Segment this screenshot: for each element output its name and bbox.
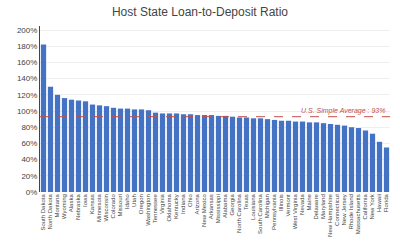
svg-text:120%: 120%	[17, 91, 37, 100]
svg-text:Nevada: Nevada	[299, 194, 305, 215]
svg-text:20%: 20%	[21, 172, 37, 181]
svg-text:Connecticut: Connecticut	[334, 194, 340, 226]
svg-text:80%: 80%	[21, 123, 37, 132]
svg-text:Host State Loan-to-Deposit Rat: Host State Loan-to-Deposit Ratio	[112, 5, 288, 19]
svg-text:South Carolina: South Carolina	[257, 194, 263, 234]
svg-text:Tennessee: Tennessee	[152, 194, 158, 224]
svg-text:200%: 200%	[17, 26, 37, 35]
svg-text:Delaware: Delaware	[313, 194, 319, 220]
svg-text:Oregon: Oregon	[138, 194, 144, 214]
svg-text:Arkansas: Arkansas	[208, 194, 214, 219]
svg-text:Colorado: Colorado	[110, 194, 116, 219]
svg-text:Maine: Maine	[306, 194, 312, 211]
svg-text:Illinois: Illinois	[278, 194, 284, 211]
svg-text:Ohio: Ohio	[187, 194, 193, 207]
svg-text:Kentucky: Kentucky	[173, 194, 179, 219]
svg-text:New York: New York	[369, 193, 375, 219]
svg-text:California: California	[362, 194, 368, 220]
svg-text:Utah: Utah	[131, 194, 137, 207]
svg-text:Indiana: Indiana	[180, 194, 186, 214]
svg-text:Hawaii: Hawaii	[376, 194, 382, 212]
svg-text:Iowa: Iowa	[82, 194, 88, 207]
svg-text:0%: 0%	[26, 188, 38, 197]
svg-text:New Jersey: New Jersey	[341, 194, 347, 225]
svg-text:New Hampshire: New Hampshire	[327, 194, 333, 237]
svg-text:Idaho: Idaho	[124, 194, 130, 210]
svg-text:Washington: Washington	[145, 194, 151, 225]
svg-text:Rhode Island: Rhode Island	[348, 194, 354, 229]
svg-text:Pennsylvania: Pennsylvania	[271, 194, 277, 230]
svg-text:U.S. Simple Average : 93%: U.S. Simple Average : 93%	[301, 107, 385, 115]
svg-text:40%: 40%	[21, 155, 37, 164]
svg-text:Massachusetts: Massachusetts	[355, 194, 361, 234]
svg-text:Wyoming: Wyoming	[61, 194, 67, 219]
svg-text:Wisconsin: Wisconsin	[103, 194, 109, 221]
svg-text:Georgia: Georgia	[229, 194, 235, 216]
svg-text:Kansas: Kansas	[89, 194, 95, 214]
svg-text:100%: 100%	[17, 107, 37, 116]
svg-text:Oklahoma: Oklahoma	[166, 194, 172, 222]
svg-text:Montana: Montana	[54, 194, 60, 218]
svg-text:60%: 60%	[21, 139, 37, 148]
svg-text:140%: 140%	[17, 74, 37, 83]
svg-text:New Mexico: New Mexico	[201, 194, 207, 227]
svg-text:Missouri: Missouri	[117, 194, 123, 216]
svg-text:Alabama: Alabama	[222, 194, 228, 218]
svg-text:Maryland: Maryland	[320, 194, 326, 219]
svg-text:160%: 160%	[17, 58, 37, 67]
svg-text:Louisiana: Louisiana	[250, 194, 256, 220]
svg-text:Nebraska: Nebraska	[75, 194, 81, 220]
svg-text:180%: 180%	[17, 42, 37, 51]
svg-text:Texas: Texas	[243, 194, 249, 210]
svg-text:Vermont: Vermont	[285, 194, 291, 217]
svg-text:Minnesota: Minnesota	[96, 194, 102, 222]
svg-text:West Virginia: West Virginia	[292, 194, 298, 230]
svg-text:Michigan: Michigan	[264, 194, 270, 218]
svg-text:Virginia: Virginia	[159, 194, 165, 215]
svg-text:Alaska: Alaska	[68, 194, 74, 213]
svg-text:South Dakota: South Dakota	[40, 194, 46, 231]
svg-text:Florida: Florida	[383, 194, 389, 213]
svg-text:Mississippi: Mississippi	[215, 194, 221, 223]
svg-text:North Carolina: North Carolina	[236, 194, 242, 233]
svg-text:Arizona: Arizona	[194, 194, 200, 215]
svg-text:North Dakota: North Dakota	[47, 194, 53, 230]
